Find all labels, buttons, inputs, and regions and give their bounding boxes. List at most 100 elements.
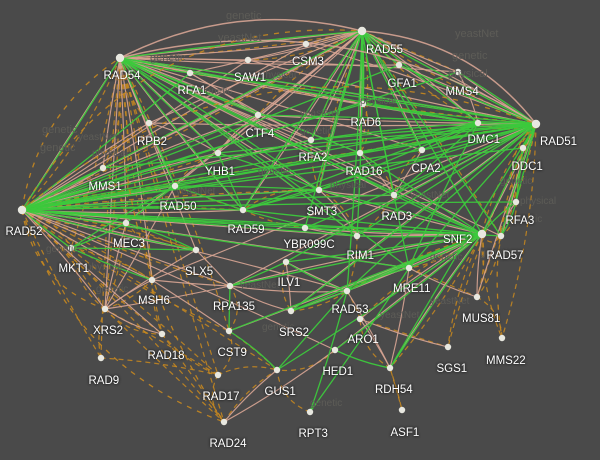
node-rdh54[interactable] [386, 364, 394, 372]
edge-physical [476, 233, 483, 298]
edge-yeastnet [334, 349, 391, 369]
edge-yeastnet [21, 139, 312, 211]
edge-yeastnet [421, 123, 537, 151]
node-gus1[interactable] [273, 366, 281, 374]
node-rad3[interactable] [390, 191, 398, 199]
edge-yeastnet [119, 30, 363, 59]
node-rpb2[interactable] [145, 119, 153, 127]
node-yhb1[interactable] [214, 149, 222, 157]
edge-genetic [21, 57, 121, 211]
node-smt3[interactable] [315, 186, 323, 194]
edge-genetic [119, 57, 230, 332]
node-rad51[interactable] [531, 119, 541, 129]
edge-physical [393, 149, 423, 196]
edge-yeastnet [119, 57, 244, 211]
nodes-layer [17, 26, 541, 426]
node-slx5[interactable] [192, 246, 200, 254]
edge-genetic [21, 30, 363, 211]
node-srs2[interactable] [287, 307, 295, 315]
node-rad24[interactable] [220, 418, 228, 426]
edge-physical [21, 209, 153, 281]
edge-physical [21, 209, 106, 310]
node-asf1[interactable] [398, 406, 406, 414]
node-cpa2[interactable] [418, 146, 426, 154]
edge-yeastnet [362, 103, 479, 124]
node-rad17[interactable] [214, 371, 222, 379]
node-mkt1[interactable] [67, 244, 75, 252]
node-mms22[interactable] [498, 334, 506, 342]
node-rad59[interactable] [239, 206, 247, 214]
node-msh6[interactable] [148, 276, 156, 284]
edge-arc-orange [119, 57, 225, 423]
node-mre11[interactable] [405, 264, 413, 272]
edges-arc-layer [21, 18, 537, 423]
edge-yeastnet [304, 227, 483, 235]
edge-yeastnet [70, 222, 127, 249]
node-ybr099c[interactable] [301, 224, 309, 232]
edge-physical [151, 123, 537, 281]
edge-yeastnet [361, 30, 423, 151]
node-snf2[interactable] [477, 229, 487, 239]
node-gfa1[interactable] [395, 61, 403, 69]
edge-yeastnet [290, 233, 483, 312]
node-mms4[interactable] [454, 68, 462, 76]
node-mms1[interactable] [99, 164, 107, 172]
node-dmc1[interactable] [474, 119, 482, 127]
edge-yeastnet [21, 114, 259, 211]
node-rad53[interactable] [343, 287, 351, 295]
node-rad9[interactable] [97, 354, 105, 362]
node-ilv1[interactable] [282, 258, 290, 266]
edge-genetic [228, 330, 278, 371]
edge-yeastnet [361, 30, 410, 269]
edge-yeastnet [356, 123, 537, 237]
edge-genetic [346, 235, 358, 292]
node-rad54[interactable] [115, 53, 125, 63]
node-rfa1[interactable] [186, 69, 194, 77]
node-rpt3[interactable] [306, 408, 314, 416]
edge-yeastnet [242, 209, 483, 235]
node-rad16[interactable] [356, 149, 364, 157]
node-saw1[interactable] [244, 56, 252, 64]
edge-physical [247, 30, 363, 61]
edge-genetic [211, 374, 225, 423]
node-hed1[interactable] [331, 346, 339, 354]
edge-physical [148, 30, 363, 124]
node-mec3[interactable] [122, 219, 130, 227]
node-rad6[interactable] [359, 100, 367, 108]
node-rfa2[interactable] [307, 136, 315, 144]
node-rim1[interactable] [353, 232, 361, 240]
node-rfa3[interactable] [512, 198, 520, 206]
edge-yeastnet [309, 267, 410, 413]
node-rad50[interactable] [171, 182, 179, 190]
node-sgs1[interactable] [444, 343, 452, 351]
node-rad52[interactable] [17, 205, 27, 215]
edge-genetic [361, 30, 479, 124]
edge-yeastnet [21, 30, 363, 211]
node-mus81[interactable] [473, 293, 481, 301]
edge-yeastnet [318, 123, 537, 191]
node-rpa135[interactable] [226, 282, 234, 290]
edge-yeastnet [119, 57, 410, 269]
edge-yeastnet [408, 233, 483, 269]
edge-genetic [228, 285, 238, 332]
node-aro1[interactable] [356, 315, 364, 323]
node-rad55[interactable] [357, 26, 367, 36]
node-ctf4[interactable] [254, 111, 262, 119]
edge-genetic [389, 233, 483, 369]
edge-yeastnet [421, 122, 479, 151]
edge-yeastnet [361, 30, 483, 235]
edge-yeastnet [119, 57, 358, 237]
edge-genetic [70, 247, 153, 281]
node-cst9[interactable] [225, 327, 233, 335]
node-rad57[interactable] [497, 232, 505, 240]
node-csm3[interactable] [302, 40, 310, 48]
node-xrs2[interactable] [101, 305, 109, 313]
edge-yeastnet [500, 123, 537, 237]
edge-genetic [151, 279, 163, 335]
node-rad18[interactable] [158, 330, 166, 338]
edge-genetic [476, 296, 503, 339]
node-ddc1[interactable] [519, 144, 527, 152]
edge-yeastnet [21, 189, 320, 211]
edge-yeastnet [359, 152, 483, 235]
